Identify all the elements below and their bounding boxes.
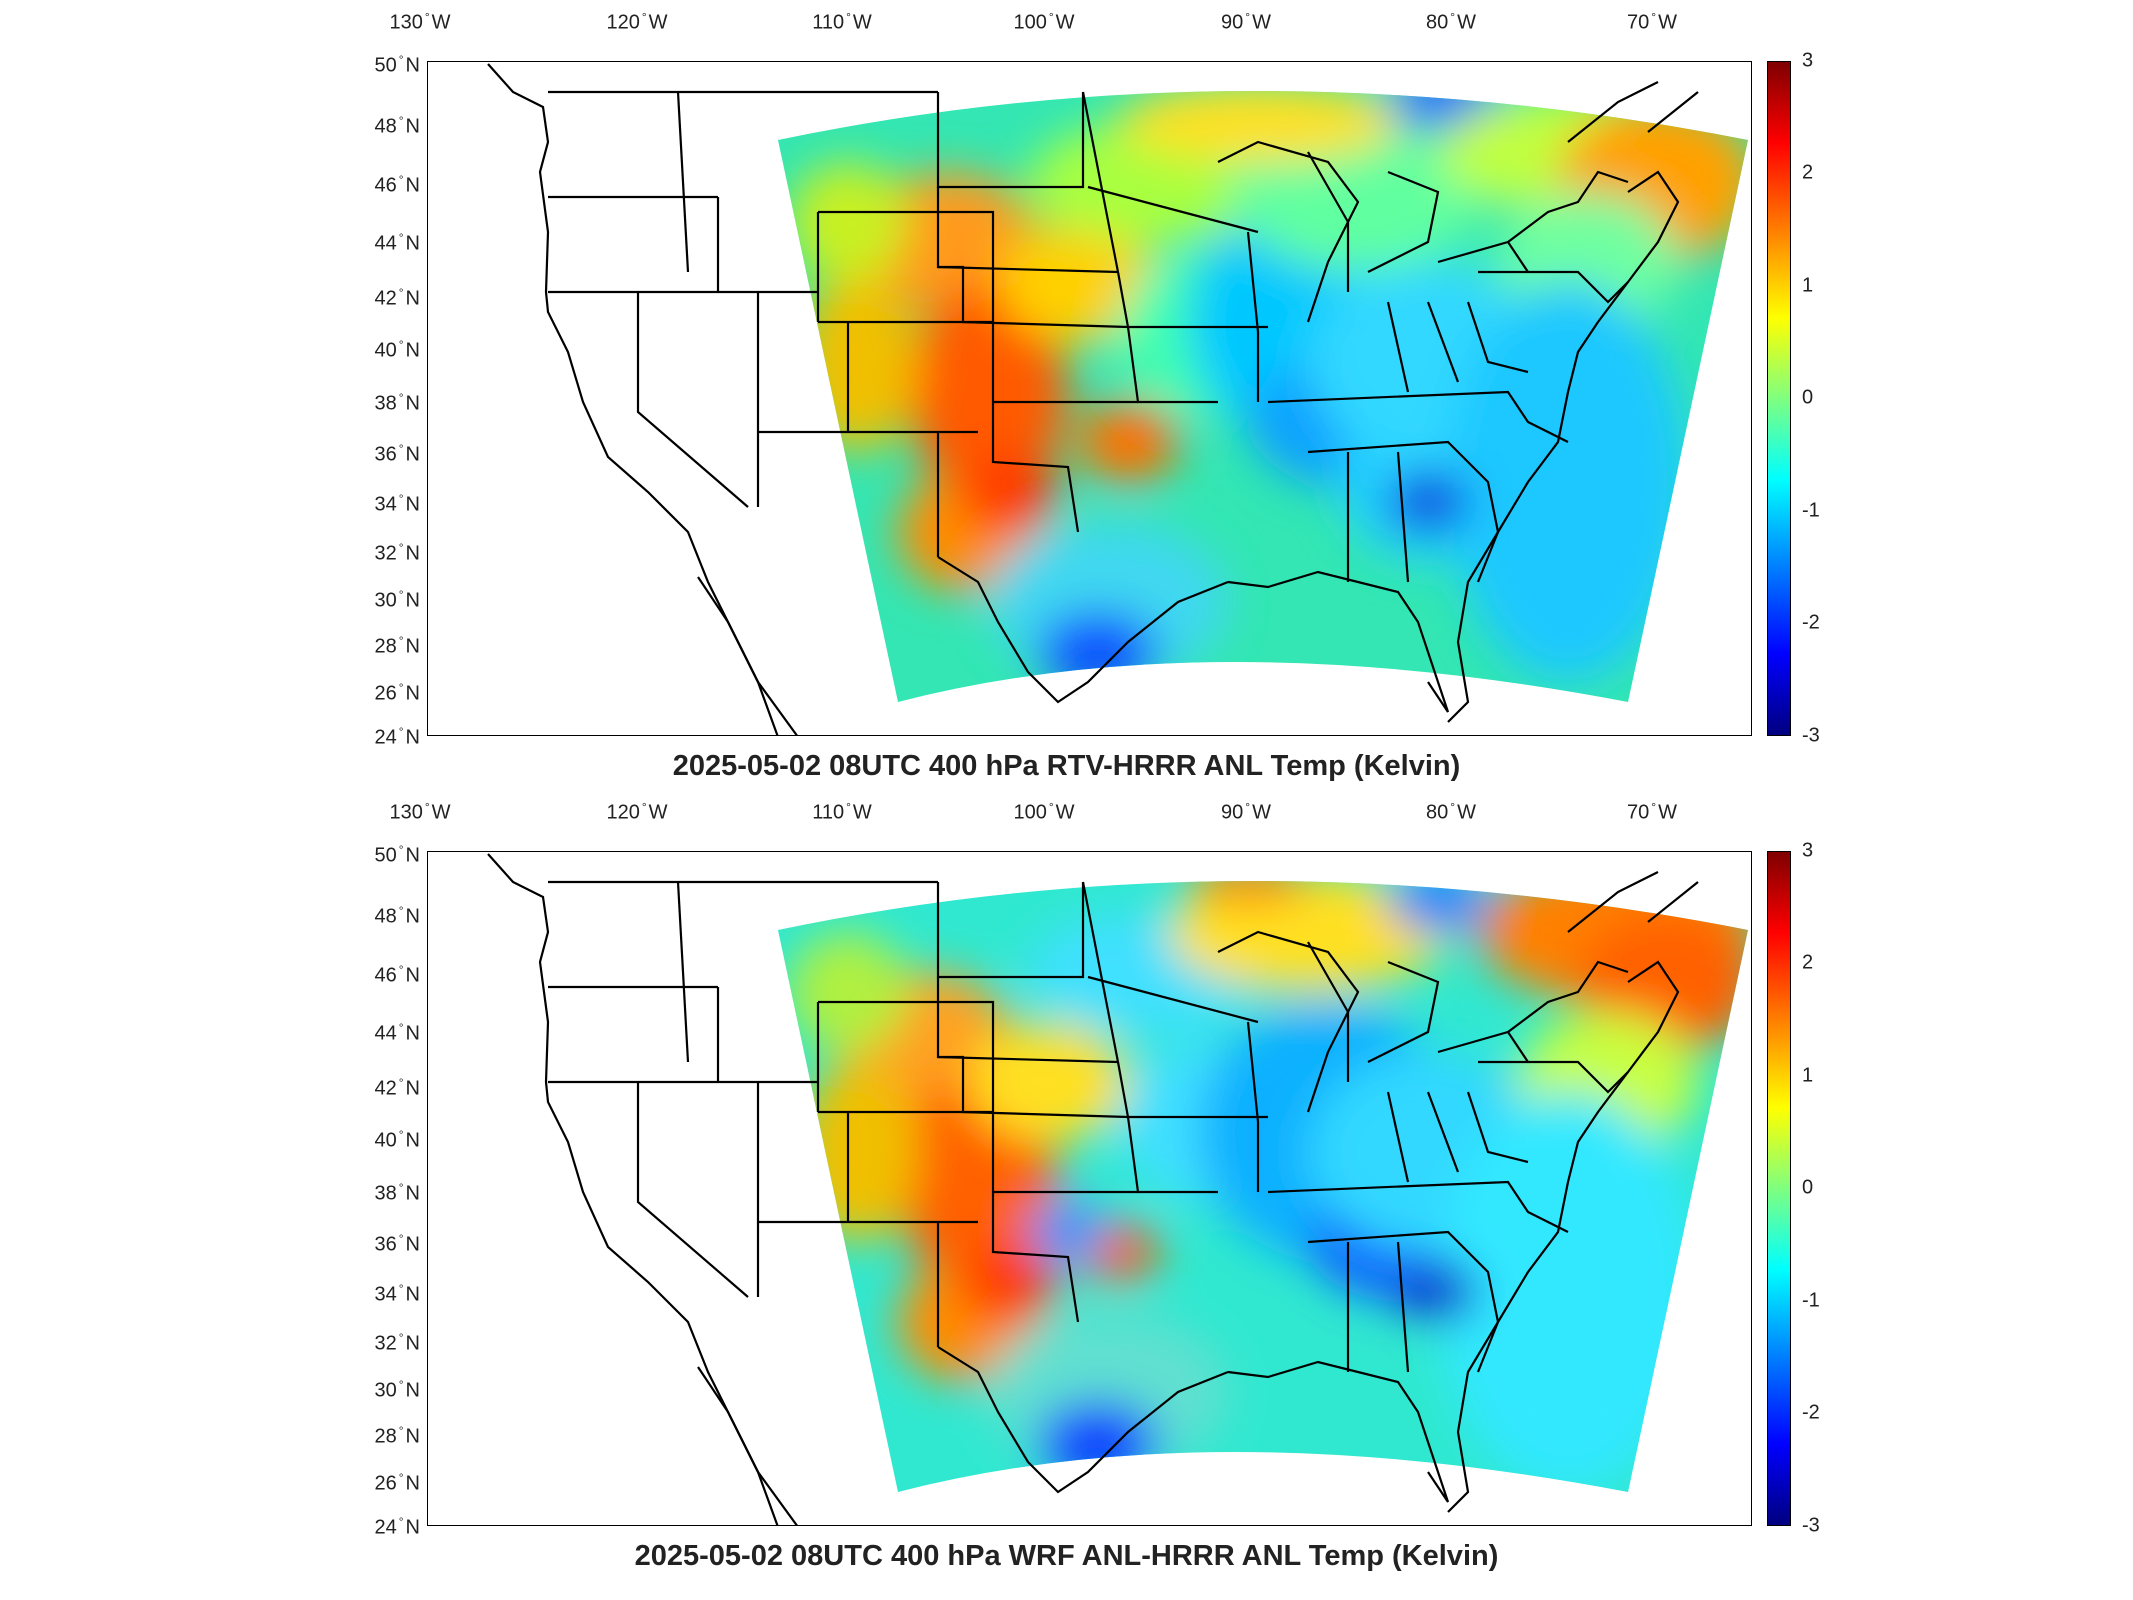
temperature-field <box>778 91 1748 702</box>
colorbar-tick: 3 <box>1802 839 1814 862</box>
lat-label: 30 ° N <box>374 587 420 612</box>
lon-label: 100 ° W <box>1013 10 1075 34</box>
lat-label: 28 ° N <box>374 1423 420 1448</box>
colorbar-tick: 2 <box>1802 951 1814 974</box>
lon-label: 90 ° W <box>1221 800 1271 824</box>
colorbar-tick: 3 <box>1802 49 1814 72</box>
colorbar-tick: -1 <box>1802 499 1820 522</box>
lon-label: 80 ° W <box>1426 10 1476 34</box>
lat-label: 48 ° N <box>374 903 420 928</box>
lat-label: 42 ° N <box>374 1075 420 1100</box>
lat-label: 30 ° N <box>374 1377 420 1402</box>
map-title: 2025-05-02 08UTC 400 hPa WRF ANL-HRRR AN… <box>634 1540 1499 1572</box>
lat-label: 38 ° N <box>374 1180 420 1205</box>
lat-label: 50 ° N <box>374 52 420 77</box>
lat-label: 38 ° N <box>374 390 420 415</box>
map-title: 2025-05-02 08UTC 400 hPa RTV-HRRR ANL Te… <box>672 750 1461 782</box>
colorbar-tick: -2 <box>1802 611 1820 634</box>
map-canvas <box>487 63 1748 735</box>
lat-label: 26 ° N <box>374 1470 420 1495</box>
colorbar-tick: 0 <box>1802 1176 1814 1199</box>
lat-label: 34 ° N <box>374 1281 420 1306</box>
lat-label: 48 ° N <box>374 113 420 138</box>
lon-label: 100 ° W <box>1013 800 1075 824</box>
colorbar-tick: -3 <box>1802 1514 1820 1537</box>
map-canvas <box>487 853 1748 1525</box>
colorbar <box>1767 61 1791 736</box>
lon-label: 130 ° W <box>389 10 451 34</box>
colorbar <box>1767 851 1791 1526</box>
colorbar-tick: 1 <box>1802 1064 1814 1087</box>
lon-label: 80 ° W <box>1426 800 1476 824</box>
lat-label: 34 ° N <box>374 491 420 516</box>
boundary-lines <box>487 63 1699 735</box>
temperature-field <box>778 881 1748 1492</box>
lat-label: 28 ° N <box>374 633 420 658</box>
map-area <box>427 61 1752 736</box>
lon-label: 110 ° W <box>812 10 872 34</box>
lat-label: 36 ° N <box>374 1231 420 1256</box>
colorbar-tick: 0 <box>1802 386 1814 409</box>
map-area <box>427 851 1752 1526</box>
lon-label: 130 ° W <box>389 800 451 824</box>
lat-label: 46 ° N <box>374 172 420 197</box>
map-panel-wrf: 130 ° W 120 ° W 110 ° W 100 ° W 90 ° W 80 ° W 70 ° W 5… <box>0 790 2133 1590</box>
colorbar-tick: 1 <box>1802 274 1814 297</box>
colorbar-tick: -3 <box>1802 724 1820 747</box>
lat-label: 44 ° N <box>374 230 420 255</box>
lon-label: 120 ° W <box>606 10 668 34</box>
lat-label: 42 ° N <box>374 285 420 310</box>
colorbar-tick: 2 <box>1802 161 1814 184</box>
colorbar-tick: -2 <box>1802 1401 1820 1424</box>
lat-label: 24 ° N <box>374 1514 420 1539</box>
lat-label: 26 ° N <box>374 680 420 705</box>
lon-label: 120 ° W <box>606 800 668 824</box>
lat-label: 32 ° N <box>374 540 420 565</box>
lat-label: 32 ° N <box>374 1330 420 1355</box>
lat-label: 36 ° N <box>374 441 420 466</box>
map-panel-rtv: 130 ° W 120 ° W 110 ° W 100 ° W 90 ° W 80 ° W 70 ° W 5… <box>374 10 1820 782</box>
lat-label: 50 ° N <box>374 842 420 867</box>
lon-label: 90 ° W <box>1221 10 1271 34</box>
colorbar-tick: -1 <box>1802 1289 1820 1312</box>
lon-label: 70 ° W <box>1627 800 1677 824</box>
lat-label: 40 ° N <box>374 1127 420 1152</box>
lon-label: 70 ° W <box>1627 10 1677 34</box>
lon-label: 110 ° W <box>812 800 872 824</box>
lat-label: 24 ° N <box>374 724 420 749</box>
lat-label: 46 ° N <box>374 962 420 987</box>
boundary-lines <box>487 853 1699 1525</box>
lat-label: 40 ° N <box>374 337 420 362</box>
lat-label: 44 ° N <box>374 1020 420 1045</box>
